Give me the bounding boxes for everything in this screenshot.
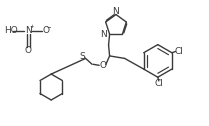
Text: −: − [47, 24, 51, 29]
Text: N: N [25, 26, 32, 35]
Text: S: S [80, 52, 85, 61]
Text: O: O [25, 46, 32, 55]
Text: HO: HO [4, 26, 18, 35]
Text: +: + [30, 24, 34, 29]
Text: N: N [100, 30, 106, 39]
Text: N: N [112, 7, 119, 16]
Text: Cl: Cl [174, 47, 183, 56]
Text: O: O [99, 61, 106, 70]
Text: Cl: Cl [154, 79, 163, 88]
Text: O: O [42, 26, 49, 35]
